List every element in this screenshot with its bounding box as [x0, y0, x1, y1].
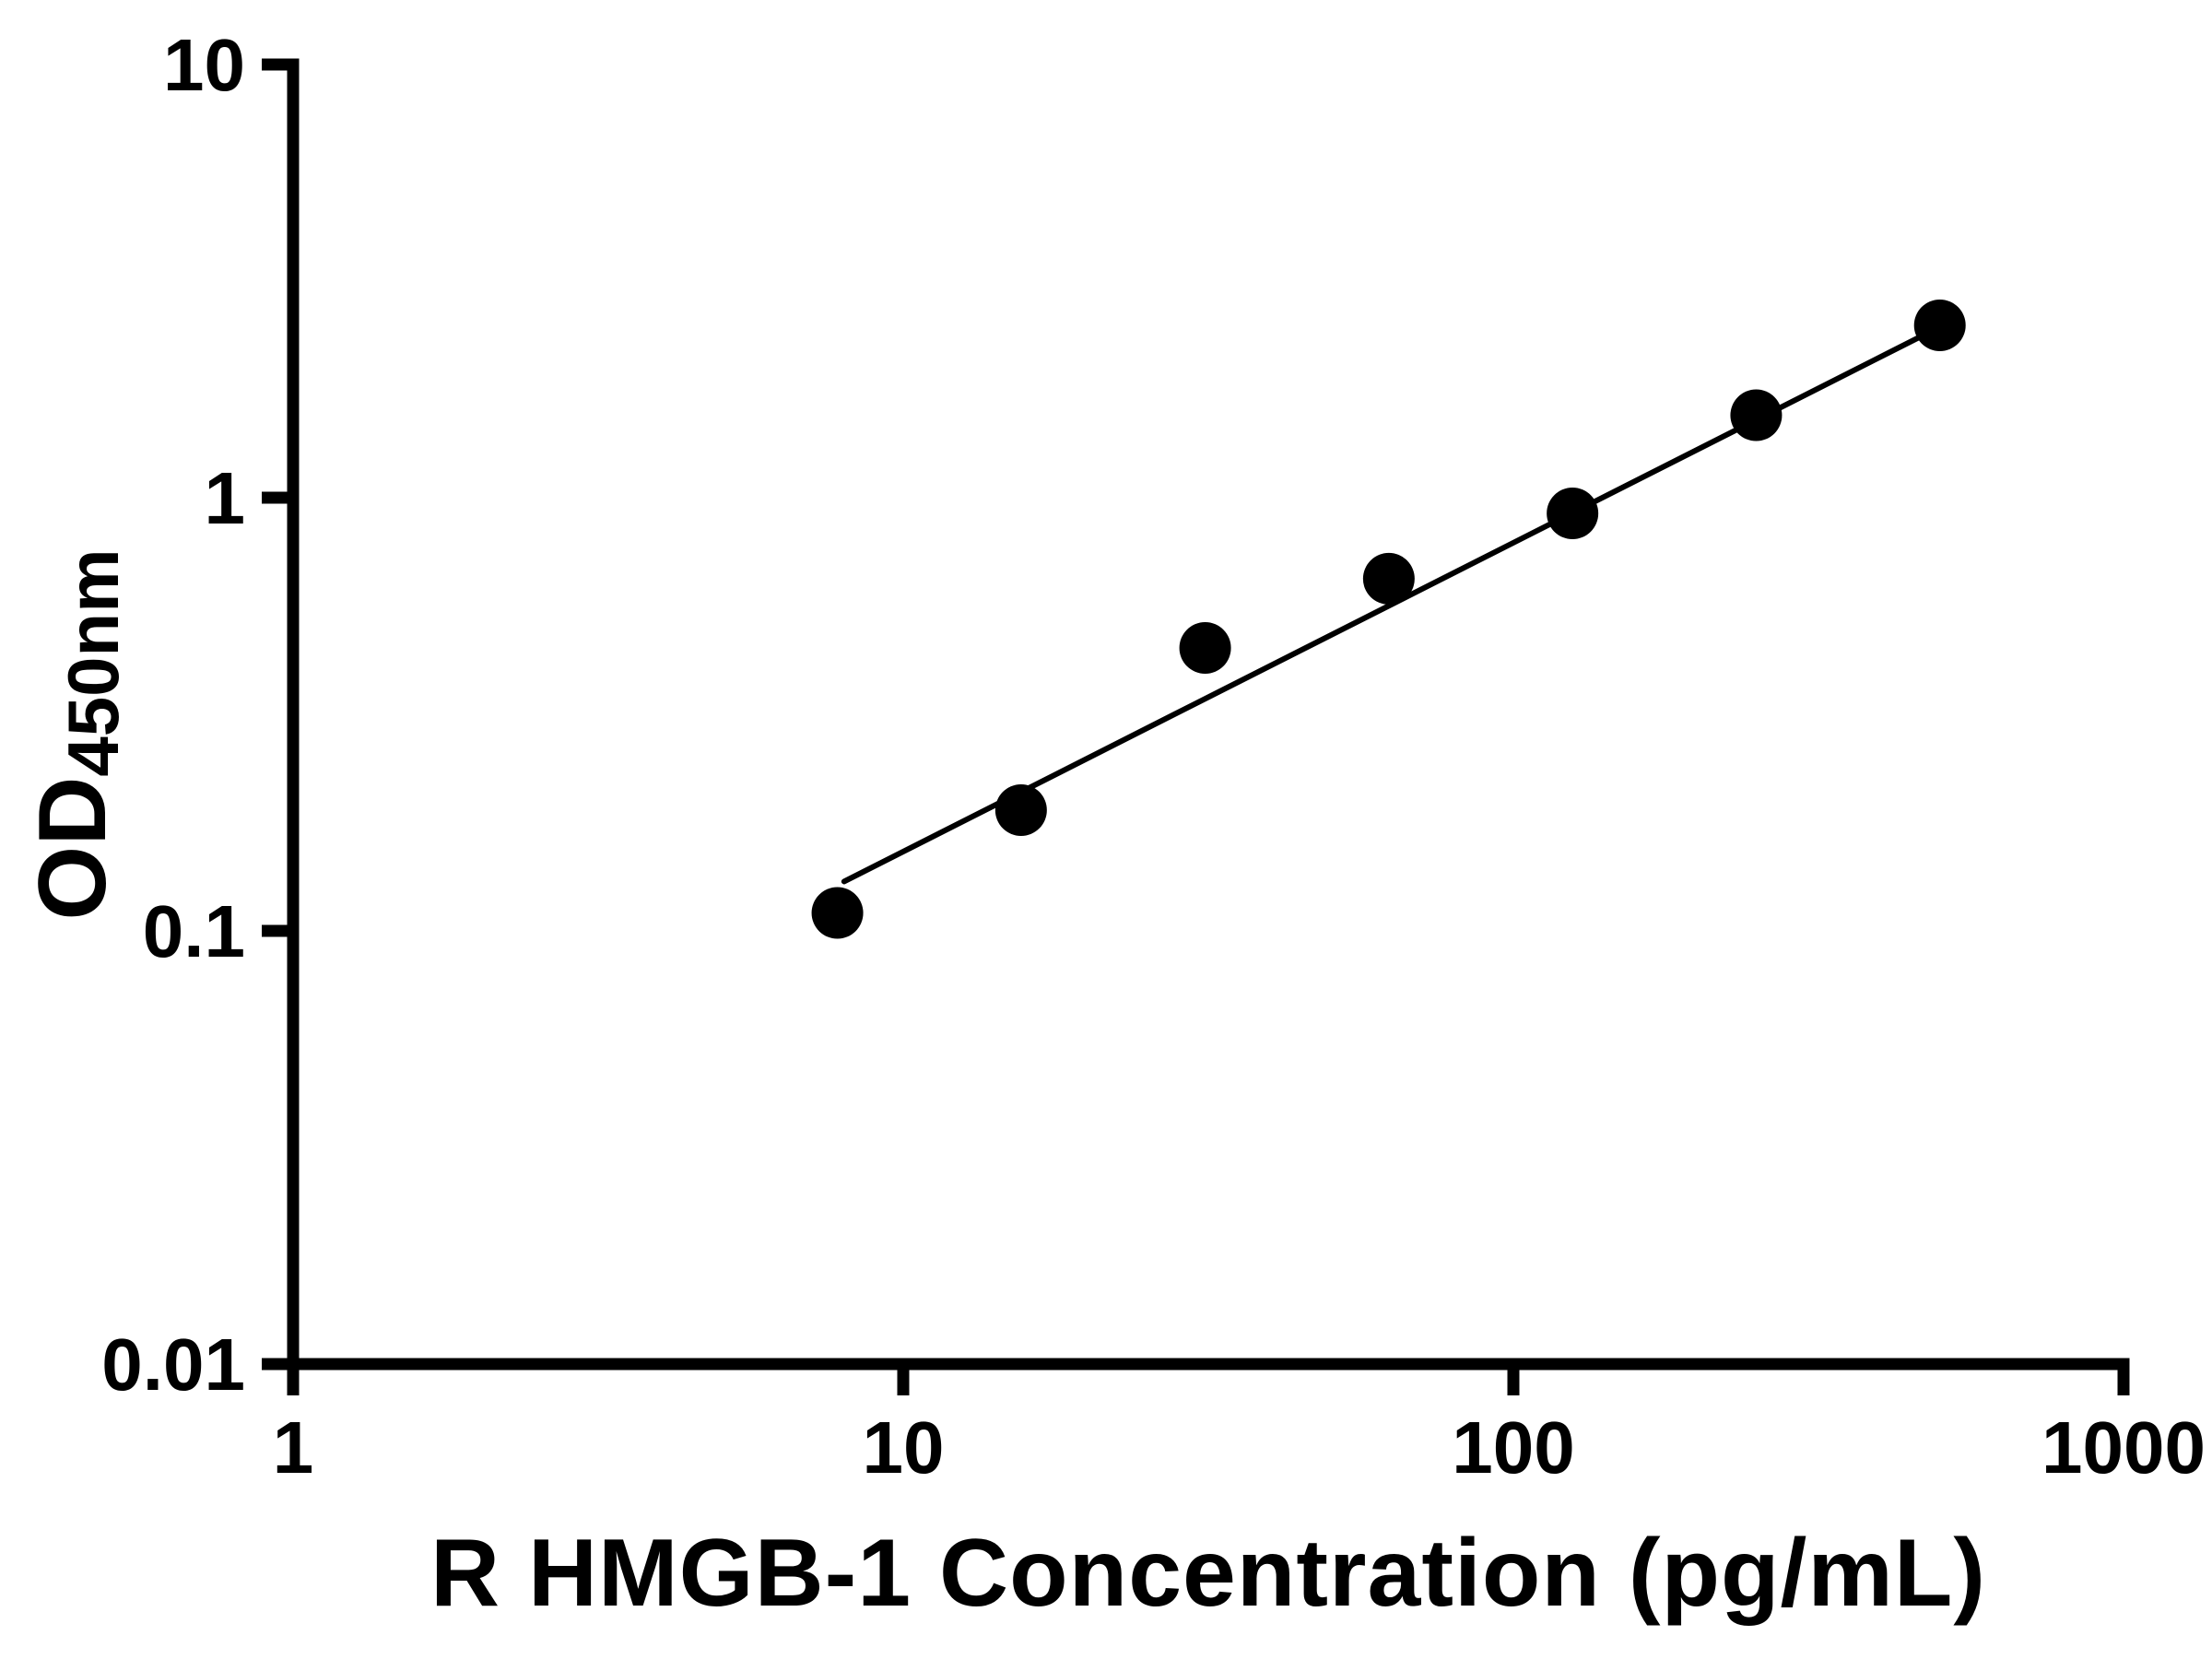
- y-tick-label: 10: [163, 24, 245, 106]
- data-point: [1362, 552, 1415, 605]
- data-point: [1913, 299, 1966, 351]
- data-point: [1730, 389, 1783, 441]
- y-tick-label: 1: [205, 457, 246, 539]
- data-point: [1179, 621, 1231, 674]
- x-tick-label: 1000: [2041, 1406, 2206, 1488]
- x-tick-label: 10: [863, 1406, 945, 1488]
- y-tick-label: 0.1: [143, 890, 245, 972]
- x-tick-label: 100: [1452, 1406, 1574, 1488]
- y-axis-title: OD 450nm: [18, 412, 157, 1057]
- data-point: [1547, 488, 1599, 540]
- data-point: [994, 783, 1047, 836]
- y-axis-title-subscript: 450nm: [53, 548, 134, 777]
- data-point: [811, 887, 864, 939]
- x-tick-label: 1: [273, 1406, 314, 1488]
- y-tick-label: 0.01: [101, 1324, 245, 1406]
- x-axis-title: R HMGB-1 Concentration (pg/mL): [429, 1520, 1987, 1627]
- y-axis-title-main: OD: [19, 776, 126, 921]
